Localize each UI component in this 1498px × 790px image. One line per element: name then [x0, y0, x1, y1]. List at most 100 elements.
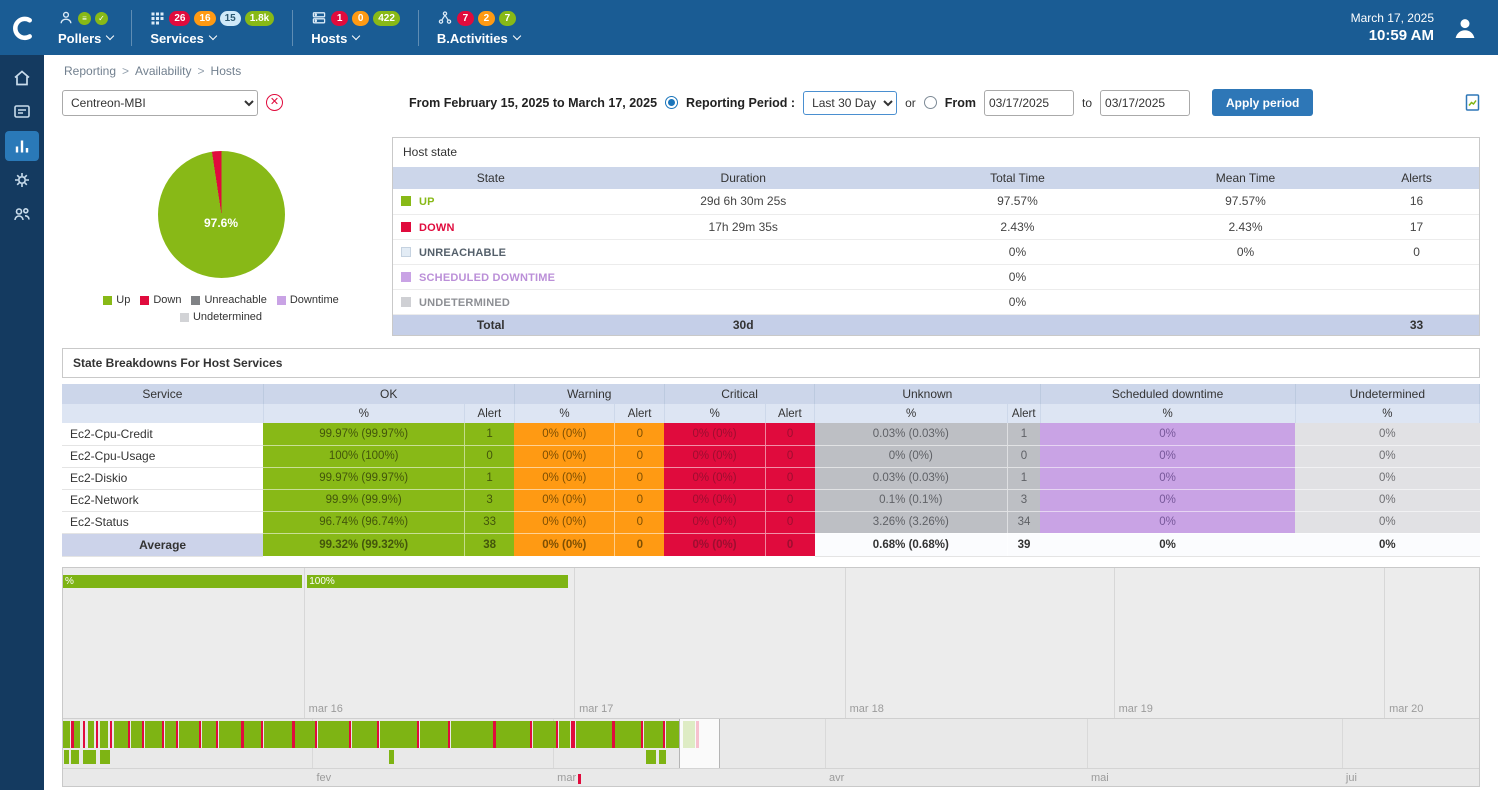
- breakdown-sub-header-row: % Alert % Alert % Alert % Alert % %: [62, 404, 1481, 423]
- timeline-selection-window[interactable]: [678, 718, 721, 768]
- menu-divider: [131, 9, 133, 46]
- export-report-icon[interactable]: [1465, 94, 1480, 111]
- timeline-up-segment: [351, 720, 378, 748]
- timeline-up-segment: [295, 720, 316, 748]
- mean-time-value: 97.57%: [1136, 189, 1355, 215]
- hosts-unreachable-badge[interactable]: 0: [352, 10, 370, 26]
- duration-value: [588, 239, 898, 265]
- daily-availability-bar: 100%: [307, 574, 568, 588]
- bactivities-warning-badge[interactable]: 2: [477, 10, 495, 26]
- mean-time-value: [1136, 289, 1355, 315]
- timeline-up-segment: [113, 720, 129, 748]
- legend-item-unreachable: Unreachable: [191, 294, 267, 306]
- reporting-period-radio[interactable]: [665, 96, 679, 109]
- critical-percent: 0% (0%): [664, 489, 766, 512]
- undetermined-percent: 0%: [1295, 489, 1480, 512]
- unknown-alert-count: 39: [1006, 532, 1041, 557]
- to-date-input[interactable]: [1100, 89, 1191, 116]
- from-date-input[interactable]: [984, 89, 1074, 116]
- hosts-up-badge[interactable]: 422: [373, 10, 400, 26]
- breadcrumb-hosts[interactable]: Hosts: [210, 64, 242, 78]
- column-header-mean-time: Mean Time: [1136, 167, 1355, 189]
- critical-alert-count: 0: [764, 423, 815, 446]
- sidebar-item-monitoring[interactable]: [5, 97, 39, 127]
- legend-color-swatch: [276, 295, 286, 305]
- service-name-link[interactable]: Ec2-Network: [62, 489, 264, 512]
- bactivities-ok-badge[interactable]: 7: [498, 10, 516, 26]
- reporting-period-select[interactable]: Last 30 Days: [803, 90, 898, 115]
- bactivities-critical-badge[interactable]: 7: [456, 10, 474, 26]
- subheader-alert: Alert: [464, 404, 515, 423]
- ok-alert-count: 38: [464, 532, 515, 557]
- reporting-period-label: Reporting Period :: [686, 95, 796, 110]
- timeline-month-label: fev: [316, 771, 332, 784]
- hosts-down-badge[interactable]: 1: [331, 10, 349, 26]
- clear-filter-icon[interactable]: ✕: [266, 94, 283, 111]
- menu-pollers[interactable]: ≡ ✓ Pollers: [44, 10, 127, 46]
- service-name-link[interactable]: Ec2-Status: [62, 511, 264, 534]
- poller-database-ok-icon[interactable]: ≡: [78, 11, 91, 25]
- timeline-grid-date-label: mar 19: [1118, 702, 1153, 715]
- legend-label: Undetermined: [192, 311, 263, 323]
- services-grid-icon: [151, 12, 164, 24]
- timeline-grid-date-label: mar 18: [849, 702, 884, 715]
- sidebar-item-administration[interactable]: [5, 199, 39, 229]
- timeline-down-segment: [95, 720, 98, 748]
- host-group-select[interactable]: Centreon-MBI: [62, 89, 258, 116]
- sidebar-item-reporting[interactable]: [5, 131, 39, 161]
- breadcrumb-availability[interactable]: Availability: [135, 64, 192, 78]
- service-name-link[interactable]: Ec2-Diskio: [62, 467, 264, 490]
- unknown-alert-count: 0: [1006, 445, 1041, 468]
- menu-divider: [417, 9, 419, 46]
- service-name-link[interactable]: Ec2-Cpu-Credit: [62, 423, 264, 446]
- unknown-alert-count: 34: [1006, 511, 1041, 534]
- timeline-down-segment: [162, 720, 165, 748]
- sidebar-item-configuration[interactable]: [5, 165, 39, 195]
- breakdown-row: Ec2-Cpu-Usage 100% (100%) 0 0% (0%) 0 0%…: [62, 445, 1480, 468]
- warning-percent: 0% (0%): [514, 532, 615, 557]
- service-name-link[interactable]: Ec2-Cpu-Usage: [62, 445, 264, 468]
- centreon-logo[interactable]: [0, 0, 44, 55]
- top-navigation-bar: ≡ ✓ Pollers 26 16 15: [0, 0, 1498, 55]
- undetermined-percent: 0%: [1295, 532, 1480, 557]
- services-ok-badge[interactable]: 1.8k: [244, 10, 275, 26]
- selected-period-summary: From February 15, 2025 to March 17, 2025: [409, 95, 658, 110]
- poller-latency-ok-icon[interactable]: ✓: [95, 11, 108, 25]
- host-state-row-up: UP 29d 6h 30m 25s 97.57% 97.57% 16: [393, 189, 1479, 215]
- column-header-unknown: Unknown: [814, 384, 1041, 404]
- services-warning-badge[interactable]: 16: [194, 10, 216, 26]
- breadcrumb-reporting[interactable]: Reporting: [64, 64, 117, 78]
- timeline-gridline: [574, 567, 576, 718]
- state-label: UNDETERMINED: [419, 296, 511, 309]
- subheader-percent: %: [514, 404, 616, 423]
- timeline-down-segment: [241, 720, 244, 748]
- alerts-value: 0: [1354, 239, 1479, 265]
- timeline-down-segment: [261, 720, 264, 748]
- user-profile-icon[interactable]: [1450, 13, 1480, 43]
- ok-alert-count: 1: [464, 423, 515, 446]
- scheduled-downtime-percent: 0%: [1040, 511, 1296, 534]
- report-content: 97.6% Up Down Unreachable Downtime Undet…: [44, 125, 1498, 787]
- custom-period-radio[interactable]: [923, 96, 937, 109]
- timeline-plot-area[interactable]: mar 16 mar 17 mar 18 mar 19 mar 20% 100%: [63, 567, 1479, 718]
- services-critical-badge[interactable]: 26: [169, 10, 191, 26]
- menu-hosts[interactable]: 1 0 422 Hosts: [297, 10, 414, 46]
- menu-bactivities[interactable]: 7 2 7 B.Activities: [423, 10, 534, 46]
- sidebar-item-home[interactable]: [5, 63, 39, 93]
- menu-services[interactable]: 26 16 15 1.8k Services: [136, 10, 288, 46]
- timeline-up-segment-secondary: [646, 749, 657, 764]
- timeline-up-segment-secondary: [71, 749, 79, 764]
- critical-percent: 0% (0%): [664, 511, 766, 534]
- legend-item-down: Down: [140, 294, 181, 306]
- timeline-down-segment: [215, 720, 219, 748]
- timeline-scrollbar[interactable]: [63, 717, 1479, 768]
- undetermined-percent: 0%: [1295, 423, 1480, 446]
- apply-period-button[interactable]: Apply period: [1212, 89, 1314, 116]
- clock: March 17, 2025 10:59 AM: [1351, 11, 1434, 44]
- subheader-alert: Alert: [765, 404, 816, 423]
- unknown-percent: 3.26% (3.26%): [814, 511, 1008, 534]
- timeline-up-segment: [317, 720, 350, 748]
- services-pending-badge[interactable]: 15: [219, 10, 241, 26]
- timeline-up-segment: [179, 720, 199, 748]
